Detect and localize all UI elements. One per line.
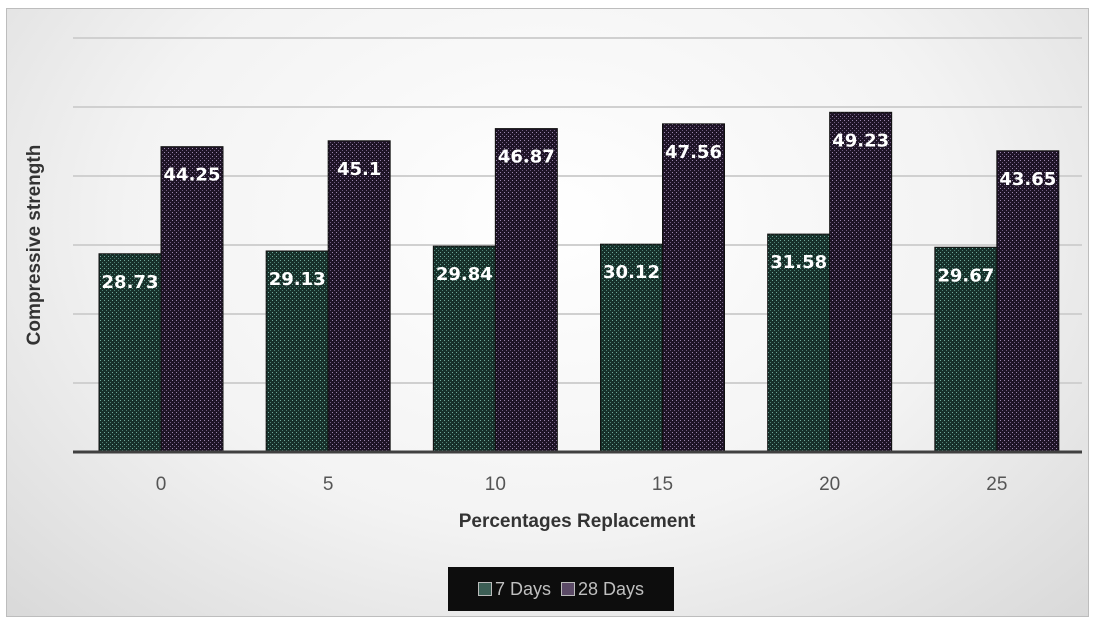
data-label: 28.73 [102, 272, 159, 293]
data-label: 46.87 [498, 147, 555, 168]
data-label: 43.65 [999, 169, 1056, 190]
legend-item-7-days[interactable]: 7 Days [477, 578, 551, 600]
data-label: 44.25 [164, 165, 221, 186]
bar-7-days[interactable] [600, 243, 663, 453]
bar-28-days[interactable] [662, 123, 725, 453]
x-tick-labels: 0 5 10 15 20 25 [156, 474, 1008, 495]
x-tick-label: 5 [323, 474, 334, 495]
bar-28-days[interactable] [996, 150, 1060, 453]
legend-swatch-28-days [560, 582, 575, 596]
x-tick-label: 0 [156, 474, 167, 495]
bar-28-days[interactable] [494, 128, 558, 453]
data-label: 31.58 [770, 252, 827, 273]
data-label: 29.67 [937, 265, 994, 286]
bar-28-days[interactable] [160, 146, 224, 453]
bar-7-days[interactable] [767, 233, 831, 453]
x-tick-label: 20 [819, 474, 840, 495]
legend-label-28-days: 28 Days [577, 578, 645, 599]
x-tick-label: 10 [485, 474, 506, 495]
data-label: 45.1 [337, 159, 381, 180]
data-labels: 28.73 44.25 29.13 45.1 29.84 46.87 30.12 47.56 3… [102, 130, 1057, 292]
bar-7-days[interactable] [432, 245, 496, 453]
legend-item-28-days[interactable]: 28 Days [560, 578, 645, 600]
y-axis-title: Compressive strength [24, 145, 45, 346]
x-tick-label: 25 [986, 474, 1007, 495]
x-tick-label: 15 [652, 474, 673, 495]
legend: 7 Days 28 Days [448, 567, 674, 611]
legend-label-7-days: 7 Days [494, 578, 551, 599]
gridlines [73, 37, 1082, 384]
legend-swatch-7-days [477, 582, 492, 596]
bar-28-days[interactable] [829, 111, 893, 453]
bar-28-days[interactable] [327, 140, 391, 453]
bar-7-days[interactable] [934, 246, 998, 453]
x-axis-title: Percentages Replacement [459, 511, 696, 532]
data-label: 30.12 [603, 262, 660, 283]
data-label: 29.84 [436, 264, 493, 285]
data-label: 47.56 [665, 142, 722, 163]
data-label: 29.13 [269, 269, 326, 290]
data-label: 49.23 [832, 130, 889, 151]
bars [98, 111, 1060, 453]
